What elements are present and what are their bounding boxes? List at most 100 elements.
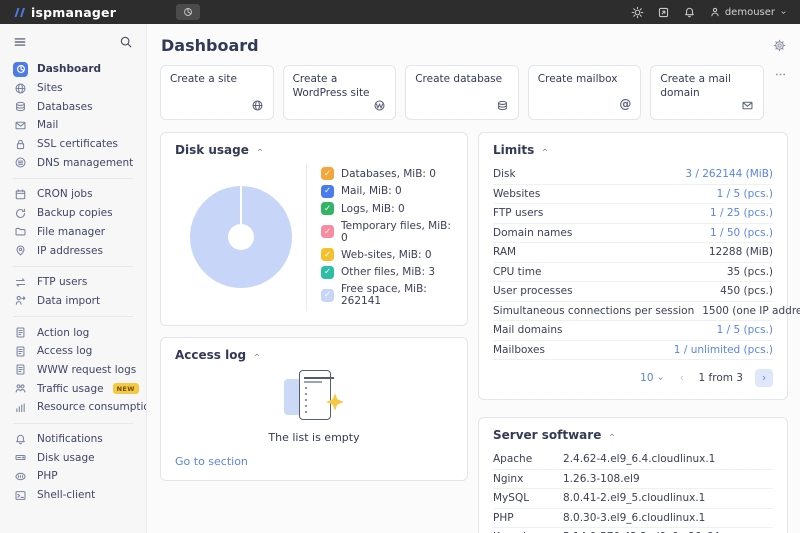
- sidebar-item-resource-consumption[interactable]: Resource consumption: [0, 398, 146, 417]
- limits-card: Limits Disk 3 / 262144 (MiB) Websites 1 / 5…: [478, 132, 800, 400]
- limit-value: 1500 (one IP address): [702, 304, 800, 317]
- user-menu[interactable]: demouser: [709, 6, 788, 18]
- sidebar-item-file-manager[interactable]: File manager: [0, 223, 146, 242]
- go-to-section-link[interactable]: Go to section: [175, 455, 248, 468]
- limits-title: Limits: [493, 143, 535, 157]
- sidebar-item-data-import[interactable]: Data import: [0, 292, 146, 311]
- collapse-button[interactable]: [252, 350, 262, 360]
- limit-value[interactable]: 1 / 50 (pcs.): [709, 226, 773, 239]
- limit-value: 35 (pcs.): [726, 265, 773, 278]
- sidebar-item-ftp-users[interactable]: FTP users: [0, 273, 146, 292]
- sidebar-item-shell-client[interactable]: Shell-client: [0, 486, 146, 505]
- legend-item: Other files, MiB: 3: [321, 265, 453, 279]
- legend-label: Logs, MiB: 0: [341, 202, 405, 215]
- create-a-site-card[interactable]: Create a site: [160, 65, 274, 120]
- dashboard-settings-button[interactable]: [773, 39, 786, 52]
- sidebar-item-notifications[interactable]: Notifications: [0, 430, 146, 449]
- sidebar-item-databases[interactable]: Databases: [0, 97, 146, 116]
- create-a-mail-domain-card[interactable]: Create a mail domain: [650, 65, 764, 120]
- server-software-table: Apache 2.4.62-4.el9_6.4.cloudlinux.1 Nginx…: [493, 450, 773, 533]
- pie-chart-icon: [183, 7, 193, 17]
- limit-value[interactable]: 3 / 262144 (MiB): [685, 168, 773, 181]
- search-icon[interactable]: [119, 35, 133, 49]
- legend-checkbox-icon[interactable]: [321, 225, 334, 238]
- legend-item: Logs, MiB: 0: [321, 202, 453, 215]
- ispmanager-logo[interactable]: ispmanager: [13, 5, 116, 20]
- document-icon: [13, 344, 28, 359]
- sidebar-item-ssl-certificates[interactable]: SSL certificates: [0, 135, 146, 154]
- limit-value[interactable]: 1 / 5 (pcs.): [716, 324, 773, 337]
- sidebar-item-php[interactable]: PHP: [0, 467, 146, 486]
- disk-usage-legend: Databases, MiB: 0 Mail, MiB: 0 Logs, MiB: …: [306, 163, 453, 311]
- software-version: 8.0.30-3.el9_6.cloudlinux.1: [563, 511, 706, 524]
- create-mailbox-card[interactable]: Create mailbox @: [527, 65, 642, 120]
- create-card-label: Create database: [415, 73, 503, 85]
- collapse-button[interactable]: [540, 145, 550, 155]
- collapse-button[interactable]: [255, 145, 265, 155]
- limit-label: Disk: [493, 168, 516, 181]
- sidebar-item-disk-usage[interactable]: Disk usage: [0, 448, 146, 467]
- limits-row-mail-domains: Mail domains 1 / 5 (pcs.): [493, 321, 773, 341]
- sidebar-item-ip-addresses[interactable]: IP addresses: [0, 241, 146, 260]
- sidebar-item-www-request-logs[interactable]: WWW request logs: [0, 361, 146, 380]
- sidebar-item-action-log[interactable]: Action log: [0, 323, 146, 342]
- sidebar-item-backup-copies[interactable]: Backup copies: [0, 204, 146, 223]
- legend-checkbox-icon[interactable]: [321, 184, 334, 198]
- quick-create-row: Create a site Create a WordPress site Crea…: [160, 65, 788, 120]
- limit-value[interactable]: 1 / 25 (pcs.): [709, 207, 773, 220]
- at-sign-icon: @: [619, 97, 632, 111]
- prev-page-button[interactable]: [677, 373, 687, 383]
- main-content: Dashboard Create a site Create a WordPres…: [147, 24, 800, 533]
- traffic-people-icon: [13, 381, 28, 396]
- legend-label: Mail, MiB: 0: [341, 185, 402, 197]
- sidebar-item-sites[interactable]: Sites: [0, 79, 146, 98]
- limit-value[interactable]: 1 / unlimited (pcs.): [673, 343, 773, 356]
- globe-icon: [251, 99, 264, 112]
- sidebar-item-dashboard[interactable]: Dashboard: [0, 60, 146, 79]
- more-actions-button[interactable]: [774, 68, 787, 81]
- theme-toggle-button[interactable]: [631, 6, 644, 19]
- legend-label: Temporary files, MiB: 0: [341, 219, 451, 244]
- access-log-title: Access log: [175, 348, 247, 362]
- software-version: 8.0.41-2.el9_5.cloudlinux.1: [563, 492, 706, 505]
- sidebar-divider: [13, 316, 133, 318]
- page-size-value: 10: [640, 372, 654, 384]
- collapse-button[interactable]: [607, 430, 617, 440]
- create-card-label: Create mailbox: [537, 73, 618, 85]
- next-page-button[interactable]: [755, 369, 773, 387]
- legend-checkbox-icon[interactable]: [321, 248, 334, 261]
- sidebar-item-dns-management[interactable]: DNS management: [0, 153, 146, 172]
- legend-checkbox-icon[interactable]: [321, 167, 334, 180]
- legend-checkbox-icon[interactable]: [321, 202, 334, 215]
- legend-label: Databases, MiB: 0: [341, 167, 436, 180]
- sidebar-item-traffic-usage[interactable]: Traffic usage NEW: [0, 379, 146, 398]
- create-a-wordpress-site-card[interactable]: Create a WordPress site: [282, 65, 397, 120]
- legend-checkbox-icon[interactable]: [321, 265, 334, 279]
- legend-label: Other files, MiB: 3: [341, 266, 436, 278]
- open-window-icon: [657, 6, 670, 19]
- document-icon: [13, 362, 28, 377]
- sidebar-item-cron-jobs[interactable]: CRON jobs: [0, 185, 146, 204]
- sidebar-divider: [13, 265, 133, 267]
- sidebar-item-mail[interactable]: Mail: [0, 116, 146, 135]
- legend-checkbox-icon[interactable]: [321, 288, 334, 302]
- limit-label: Simultaneous connections per session: [493, 304, 695, 317]
- sidebar-item-access-log[interactable]: Access log: [0, 342, 146, 361]
- access-log-card: Access log: [160, 337, 468, 481]
- new-badge: NEW: [112, 383, 139, 395]
- dashboard-tab[interactable]: [176, 4, 201, 20]
- limit-value[interactable]: 1 / 5 (pcs.): [716, 187, 773, 200]
- disk-usage-card: Disk usage Databases, MiB: 0 Mail, MiB: 0…: [160, 132, 468, 326]
- open-window-button[interactable]: [657, 6, 670, 19]
- create-database-card[interactable]: Create database: [405, 65, 519, 120]
- software-row-nginx: Nginx 1.26.3-108.el9: [493, 470, 773, 489]
- limits-row-mailboxes: Mailboxes 1 / unlimited (pcs.): [493, 341, 773, 360]
- sidebar-item-label: IP addresses: [37, 244, 103, 257]
- envelope-icon: [741, 99, 754, 112]
- sidebar-item-label: Notifications: [37, 433, 103, 446]
- page-size-select[interactable]: 10: [640, 372, 664, 384]
- notifications-button[interactable]: [683, 6, 696, 19]
- limit-label: RAM: [493, 246, 517, 259]
- hamburger-menu-icon[interactable]: [13, 35, 27, 49]
